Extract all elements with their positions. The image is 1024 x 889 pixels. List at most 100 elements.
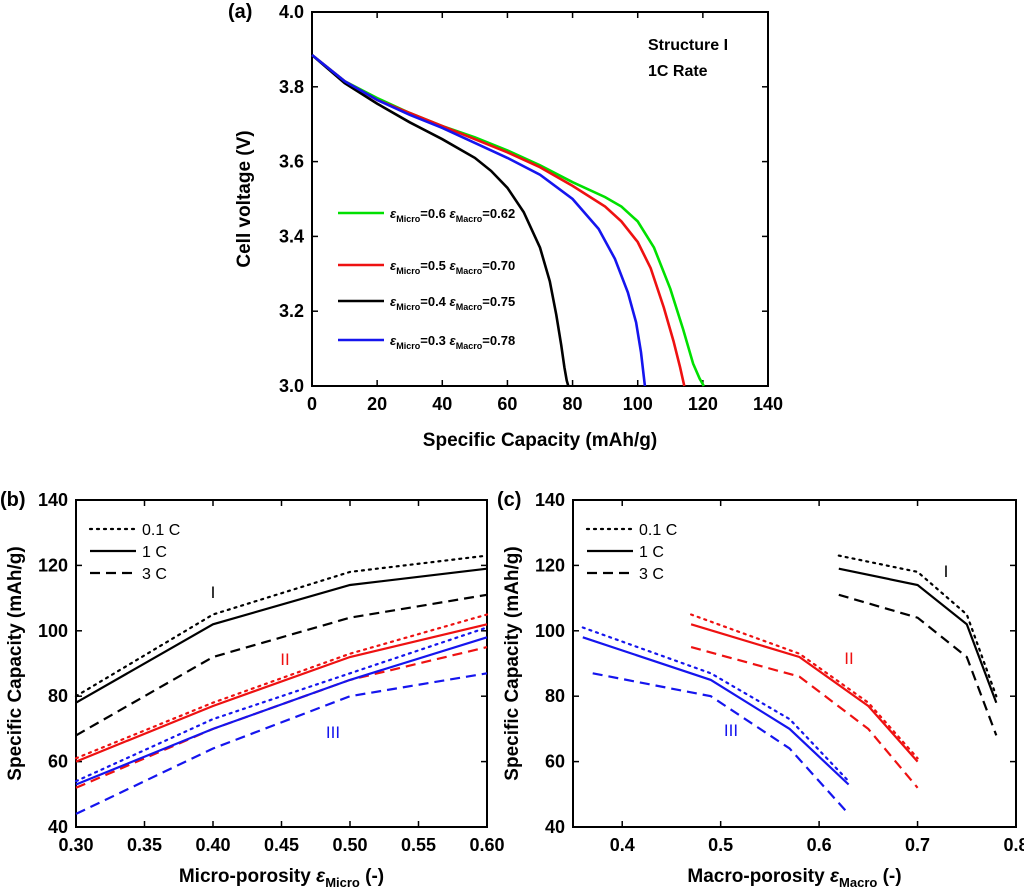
legend-eps: ε [390, 294, 397, 309]
x-tick-label: 0.30 [58, 835, 93, 855]
legend-sub-micro: Micro [396, 302, 421, 312]
x-tick-label: 100 [623, 394, 653, 414]
plot-frame [311, 11, 769, 387]
legend-micro-value: 0.4 [428, 294, 447, 309]
y-tick-label: 80 [48, 686, 68, 706]
legend-eps: ε [390, 206, 397, 221]
y-tick-label: 3.0 [279, 376, 304, 396]
series-line-c-3 [690, 613, 919, 760]
note-line-2: 1C Rate [648, 63, 708, 80]
x-tick-label: 0.40 [195, 835, 230, 855]
y-tick-label: 3.4 [279, 226, 304, 246]
x-tick-label: 0.55 [401, 835, 436, 855]
panel-a: 0 20 40 60 80 100 120 140 3.0 3.2 3.4 3.6 3.8 4.0 (a) S… [228, 1, 783, 451]
legend-eq: = [482, 206, 490, 221]
x-axis-label: Specific Capacity (mAh/g) [423, 430, 657, 451]
x-tick-label: 0.7 [905, 835, 930, 855]
x-axis-label-symbol: ε [316, 866, 326, 887]
legend-entry: εMicro=0.3 εMacro=0.78 [390, 333, 515, 351]
x-axis-label-main: Macro-porosity [687, 866, 830, 887]
group-label: II [844, 649, 853, 668]
x-axis-label: Macro-porosity εMacro (-) [687, 866, 901, 889]
legend-eps: ε [450, 206, 457, 221]
x-tick-label: 140 [753, 394, 783, 414]
panel-label: (b) [0, 489, 26, 511]
x-axis-label-symbol: ε [830, 866, 840, 887]
x-tick-label: 0.50 [332, 835, 367, 855]
x-axis-label-tail: (-) [877, 866, 901, 887]
legend-eq: = [420, 294, 428, 309]
legend-eq: = [420, 333, 428, 348]
panel-b: 0.30 0.35 0.40 0.45 0.50 0.55 0.60 40 60 80 100 120… [0, 489, 505, 889]
y-tick-label: 140 [535, 490, 565, 510]
legend-eps: ε [450, 258, 457, 273]
legend-macro-value: 0.75 [490, 294, 515, 309]
panel-c: 0.4 0.5 0.6 0.7 0.8 40 60 80 100 120 140 (c) Macro-p… [497, 489, 1024, 889]
legend-micro-value: 0.5 [428, 258, 446, 273]
legend-eq: = [420, 206, 428, 221]
legend-sub-macro: Macro [456, 341, 483, 351]
legend-sub-micro: Micro [396, 341, 421, 351]
panel-label: (c) [497, 489, 521, 511]
x-tick-label: 0 [307, 394, 317, 414]
group-label: I [211, 583, 216, 602]
series-line-c-0 [837, 554, 998, 698]
x-tick-label: 0.60 [469, 835, 504, 855]
series-line-c-5 [690, 646, 919, 789]
legend-eq: = [420, 258, 428, 273]
series-line-c-7 [582, 636, 850, 786]
series-line-c-6 [581, 626, 850, 783]
legend-eq: = [482, 258, 490, 273]
x-tick-label: 0.45 [264, 835, 299, 855]
series-line-a-3 [311, 53, 647, 387]
y-tick-label: 3.2 [279, 301, 304, 321]
y-tick-label: 3.6 [279, 152, 304, 172]
x-tick-label: 40 [432, 394, 452, 414]
legend-entry: εMicro=0.6 εMacro=0.62 [390, 206, 515, 224]
y-axis-label: Specific Capacity (mAh/g) [502, 546, 523, 780]
legend-macro-value: 0.78 [490, 333, 515, 348]
legend-entry: εMicro=0.4 εMacro=0.75 [390, 294, 515, 312]
legend-sub-macro: Macro [456, 302, 483, 312]
series-line-c-4 [690, 623, 919, 763]
legend-label: 0.1 C [142, 522, 180, 539]
y-tick-label: 3.8 [279, 77, 304, 97]
x-tick-label: 0.4 [610, 835, 635, 855]
series-line-a-2 [311, 54, 570, 387]
y-tick-label: 100 [38, 621, 68, 641]
x-tick-label: 0.8 [1003, 835, 1024, 855]
x-tick-label: 0.6 [807, 835, 832, 855]
series-line-c-2 [838, 593, 998, 736]
legend-eps: ε [450, 333, 457, 348]
y-tick-label: 120 [38, 555, 68, 575]
legend-sub-macro: Macro [456, 266, 483, 276]
legend-macro-value: 0.70 [490, 258, 515, 273]
series-line-b-3 [74, 613, 489, 760]
legend-entry: εMicro=0.5 εMacro=0.70 [390, 258, 515, 276]
legend-sub-micro: Micro [396, 266, 421, 276]
y-tick-label: 120 [535, 555, 565, 575]
y-tick-label: 40 [545, 817, 565, 837]
plot-frame [572, 499, 1017, 828]
y-tick-label: 140 [38, 490, 68, 510]
series-line-b-8 [75, 672, 488, 815]
legend-sub-micro: Micro [396, 214, 421, 224]
x-tick-label: 80 [563, 394, 583, 414]
x-axis-label-subscript: Macro [839, 875, 877, 889]
legend-label: 1 C [142, 544, 167, 561]
group-label: I [944, 562, 949, 581]
series-line-b-7 [75, 636, 488, 786]
panel-label: (a) [228, 1, 252, 23]
group-label: II [280, 650, 289, 669]
x-axis-label: Micro-porosity εMicro (-) [179, 866, 384, 889]
x-tick-label: 0.35 [127, 835, 162, 855]
series-line-b-6 [74, 626, 489, 783]
x-tick-label: 60 [497, 394, 517, 414]
group-label: III [724, 721, 738, 740]
y-tick-label: 60 [48, 752, 68, 772]
x-tick-label: 20 [367, 394, 387, 414]
legend-eq: = [482, 294, 490, 309]
legend-eps: ε [390, 258, 397, 273]
x-tick-label: 120 [688, 394, 718, 414]
